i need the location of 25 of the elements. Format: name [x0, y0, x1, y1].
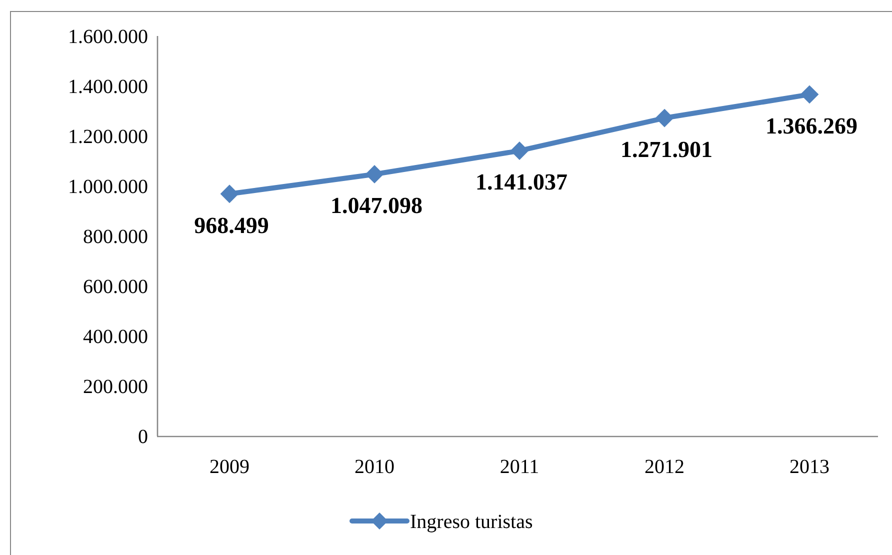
x-tick-label: 2009 [210, 456, 250, 478]
point [220, 184, 238, 203]
data-label: 1.141.037 [476, 170, 568, 195]
y-tick-label: 1.200.000 [68, 126, 148, 148]
data-label: 1.271.901 [620, 137, 712, 162]
y-tick-label: 600.000 [83, 276, 148, 298]
y-tick-label: 1.000.000 [68, 176, 148, 198]
legend-label: Ingreso turistas [410, 511, 533, 533]
point [800, 85, 818, 104]
y-tick-label: 400.000 [83, 326, 148, 348]
x-tick-label: 2011 [500, 456, 540, 478]
x-tick-label: 2013 [790, 456, 830, 478]
point [366, 165, 384, 184]
y-tick-label: 800.000 [83, 226, 148, 248]
x-tick-label: 2010 [354, 456, 394, 478]
y-tick-label: 1.400.000 [68, 76, 148, 98]
y-tick-label: 1.600.000 [68, 26, 148, 48]
point [510, 142, 528, 160]
data-label: 1.047.098 [330, 193, 422, 218]
y-tick-label: 0 [138, 426, 148, 448]
y-tick-label: 200.000 [83, 376, 148, 398]
point [656, 109, 674, 128]
data-label: 968.499 [194, 212, 269, 238]
data-label: 1.366.269 [766, 113, 858, 138]
x-tick-label: 2012 [644, 456, 684, 478]
